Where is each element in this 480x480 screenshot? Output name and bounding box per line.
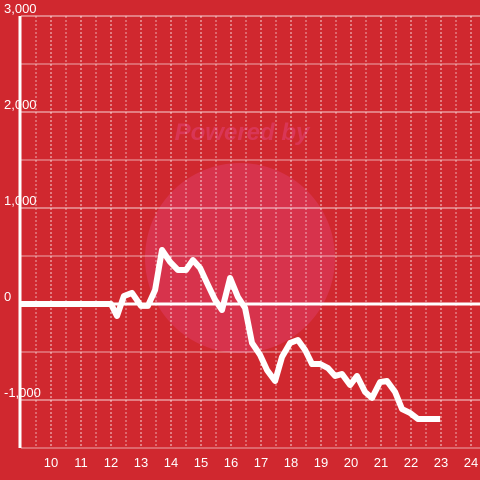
y-tick-label: -1,000 <box>4 385 41 400</box>
x-tick-label: 19 <box>314 455 328 470</box>
y-tick-label: 0 <box>4 289 11 304</box>
x-tick-label: 22 <box>404 455 418 470</box>
x-tick-label: 11 <box>74 455 88 470</box>
x-tick-label: 13 <box>134 455 148 470</box>
y-tick-label: 3,000 <box>4 1 37 16</box>
x-tick-label: 12 <box>104 455 118 470</box>
x-tick-label: 21 <box>374 455 388 470</box>
x-tick-label: 16 <box>224 455 238 470</box>
x-tick-label: 15 <box>194 455 208 470</box>
watermark: Powered by <box>175 119 311 146</box>
x-tick-label: 17 <box>254 455 268 470</box>
x-tick-label: 10 <box>44 455 58 470</box>
x-tick-label: 20 <box>344 455 358 470</box>
x-tick-label: 23 <box>434 455 448 470</box>
x-tick-label: 14 <box>164 455 178 470</box>
x-tick-label: 24 <box>464 455 478 470</box>
x-tick-label: 18 <box>284 455 298 470</box>
data-line <box>21 246 441 423</box>
